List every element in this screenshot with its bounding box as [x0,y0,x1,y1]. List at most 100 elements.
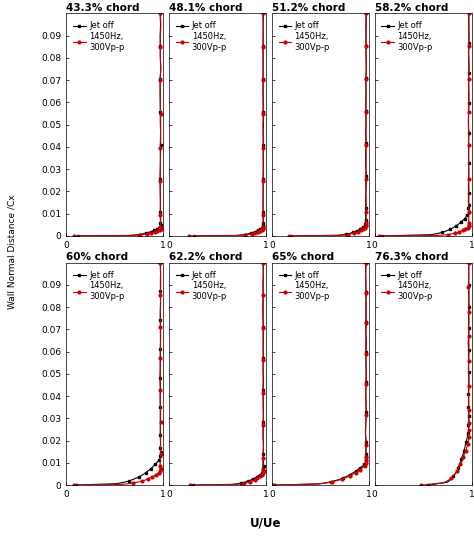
Jet off [462,215,467,222]
1450Hz,
300Vp-p [461,452,467,458]
1450Hz,
300Vp-p [158,463,164,469]
Jet off [363,118,369,125]
Jet off [456,221,461,228]
1450Hz,
300Vp-p [157,430,163,436]
Jet off [244,479,249,485]
1450Hz,
300Vp-p [466,175,472,182]
1450Hz,
300Vp-p [466,325,472,331]
1450Hz,
300Vp-p [142,477,147,483]
Jet off [158,223,164,229]
Jet off [151,463,156,469]
Jet off [465,391,471,398]
Jet off [315,481,320,487]
1450Hz,
300Vp-p [260,226,266,232]
1450Hz,
300Vp-p [156,470,162,476]
1450Hz,
300Vp-p [157,178,163,184]
Jet off [150,464,155,471]
Jet off [465,205,471,212]
Jet off [154,226,160,232]
1450Hz,
300Vp-p [464,225,470,231]
Jet off [466,60,472,66]
1450Hz,
300Vp-p [363,381,369,388]
1450Hz,
300Vp-p [260,224,266,230]
1450Hz,
300Vp-p [134,232,139,239]
Legend: Jet off, 1450Hz,
300Vp-p: Jet off, 1450Hz, 300Vp-p [380,20,434,53]
Jet off [261,441,266,447]
1450Hz,
300Vp-p [364,442,369,448]
1450Hz,
300Vp-p [147,475,153,481]
1450Hz,
300Vp-p [466,374,472,381]
1450Hz,
300Vp-p [255,228,261,235]
Jet off [363,457,369,463]
Jet off [364,173,369,179]
1450Hz,
300Vp-p [362,463,367,470]
Jet off [256,227,262,233]
1450Hz,
300Vp-p [465,441,471,447]
Jet off [158,442,164,448]
Jet off [458,219,464,225]
1450Hz,
300Vp-p [363,456,369,463]
1450Hz,
300Vp-p [261,133,266,140]
1450Hz,
300Vp-p [158,225,164,231]
1450Hz,
300Vp-p [363,165,369,171]
1450Hz,
300Vp-p [157,200,163,207]
1450Hz,
300Vp-p [363,280,369,286]
1450Hz,
300Vp-p [157,463,163,470]
Jet off [465,340,471,346]
1450Hz,
300Vp-p [157,467,163,474]
Jet off [328,479,334,485]
1450Hz,
300Vp-p [154,227,160,234]
1450Hz,
300Vp-p [247,479,253,485]
1450Hz,
300Vp-p [158,222,164,229]
Jet off [261,334,266,340]
1450Hz,
300Vp-p [456,228,462,235]
1450Hz,
300Vp-p [259,472,264,479]
1450Hz,
300Vp-p [154,228,160,234]
1450Hz,
300Vp-p [72,233,77,239]
1450Hz,
300Vp-p [459,459,465,465]
Jet off [364,408,369,415]
1450Hz,
300Vp-p [337,477,343,483]
Jet off [139,472,145,479]
Jet off [259,470,265,476]
1450Hz,
300Vp-p [158,21,164,28]
1450Hz,
300Vp-p [459,228,465,234]
1450Hz,
300Vp-p [158,122,164,129]
Jet off [445,479,450,486]
1450Hz,
300Vp-p [260,224,266,230]
1450Hz,
300Vp-p [441,480,447,486]
1450Hz,
300Vp-p [250,477,256,483]
1450Hz,
300Vp-p [465,366,471,373]
1450Hz,
300Vp-p [152,472,158,479]
Jet off [261,323,266,330]
1450Hz,
300Vp-p [259,227,265,233]
Jet off [260,87,266,94]
Jet off [260,197,266,204]
1450Hz,
300Vp-p [353,229,358,236]
Jet off [466,210,472,216]
Jet off [351,469,356,475]
1450Hz,
300Vp-p [466,222,472,228]
1450Hz,
300Vp-p [260,222,266,229]
Jet off [465,354,471,361]
Jet off [363,399,369,405]
1450Hz,
300Vp-p [151,473,157,479]
1450Hz,
300Vp-p [358,465,364,472]
1450Hz,
300Vp-p [260,167,266,173]
Jet off [379,233,385,239]
Jet off [260,153,266,160]
Jet off [260,387,266,393]
1450Hz,
300Vp-p [450,230,456,237]
Jet off [158,336,164,343]
1450Hz,
300Vp-p [154,471,160,477]
Jet off [155,458,161,465]
1450Hz,
300Vp-p [465,109,471,116]
Jet off [362,223,367,229]
Line: 1450Hz,
300Vp-p: 1450Hz, 300Vp-p [273,261,368,487]
1450Hz,
300Vp-p [154,472,159,478]
1450Hz,
300Vp-p [363,461,369,467]
Jet off [439,229,445,236]
1450Hz,
300Vp-p [349,230,355,237]
Jet off [257,226,263,232]
1450Hz,
300Vp-p [157,224,163,230]
